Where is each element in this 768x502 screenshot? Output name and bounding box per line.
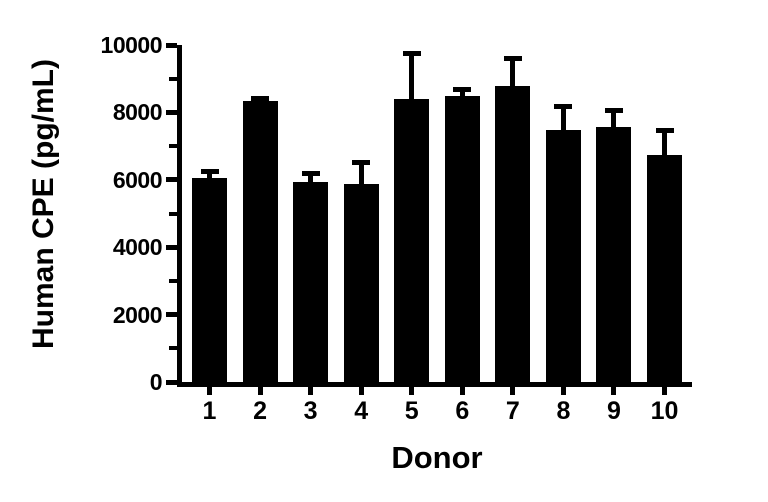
error-bar-line — [308, 173, 314, 186]
x-tick — [611, 387, 617, 395]
error-bar-cap — [251, 96, 270, 102]
error-bar-line — [459, 89, 465, 99]
error-bar-cap — [402, 50, 421, 56]
y-major-tick — [166, 379, 177, 385]
y-major-tick — [166, 109, 177, 115]
bar — [596, 127, 632, 382]
y-major-tick — [166, 42, 177, 48]
y-minor-tick — [169, 144, 177, 149]
y-major-tick — [166, 312, 177, 318]
error-bar-line — [358, 162, 364, 187]
x-tick-label: 1 — [202, 397, 217, 425]
x-tick — [409, 387, 415, 395]
bar — [495, 86, 531, 382]
x-tick — [257, 387, 263, 395]
error-bar-line — [409, 53, 415, 102]
error-bar-cap — [554, 104, 573, 110]
x-tick-label: 6 — [455, 397, 470, 425]
x-tick — [308, 387, 314, 395]
x-tick — [358, 387, 364, 395]
x-tick-label: 8 — [556, 397, 571, 425]
y-axis-line — [177, 45, 182, 387]
bar — [394, 98, 430, 382]
y-tick-label: 4000 — [112, 234, 163, 261]
error-bar-line — [662, 130, 668, 159]
x-tick-label: 5 — [404, 397, 419, 425]
y-tick-label: 0 — [149, 369, 163, 395]
y-minor-tick — [169, 346, 177, 351]
y-tick-label: 6000 — [112, 166, 163, 193]
x-tick-label: 4 — [354, 397, 369, 425]
x-tick — [207, 387, 212, 395]
bar — [343, 183, 379, 382]
bar — [293, 182, 329, 382]
x-tick — [459, 387, 465, 395]
x-tick-label: 2 — [253, 397, 267, 425]
y-tick-label: 8000 — [112, 99, 163, 126]
bar — [192, 178, 227, 382]
y-minor-tick — [169, 76, 177, 81]
error-bar-cap — [604, 107, 623, 113]
error-bar-cap — [655, 128, 674, 134]
x-tick-label: 9 — [607, 397, 621, 425]
x-axis-line — [177, 382, 692, 387]
bar — [444, 95, 480, 382]
y-tick-label: 10000 — [100, 32, 163, 58]
x-tick-label: 7 — [505, 397, 520, 425]
y-major-tick — [166, 177, 177, 183]
x-axis-title: Donor — [391, 440, 483, 475]
x-tick — [510, 387, 516, 395]
x-tick — [662, 387, 668, 395]
error-bar-line — [560, 106, 566, 133]
x-tick-label: 3 — [303, 397, 318, 425]
error-bar-line — [207, 171, 212, 182]
bar — [545, 129, 581, 382]
x-tick-label: 10 — [650, 397, 679, 425]
y-major-tick — [166, 244, 177, 250]
error-bar-cap — [200, 168, 219, 174]
error-bar-cap — [503, 55, 522, 61]
error-bar-cap — [352, 160, 371, 166]
y-tick-label: 2000 — [112, 301, 163, 328]
bar — [242, 101, 278, 382]
error-bar-line — [611, 110, 617, 131]
y-minor-tick — [169, 278, 177, 283]
bar — [647, 155, 683, 382]
error-bar-cap — [453, 87, 472, 93]
x-tick — [560, 387, 566, 395]
error-bar-cap — [301, 170, 320, 176]
error-bar-line — [510, 58, 516, 90]
y-minor-tick — [169, 211, 177, 216]
